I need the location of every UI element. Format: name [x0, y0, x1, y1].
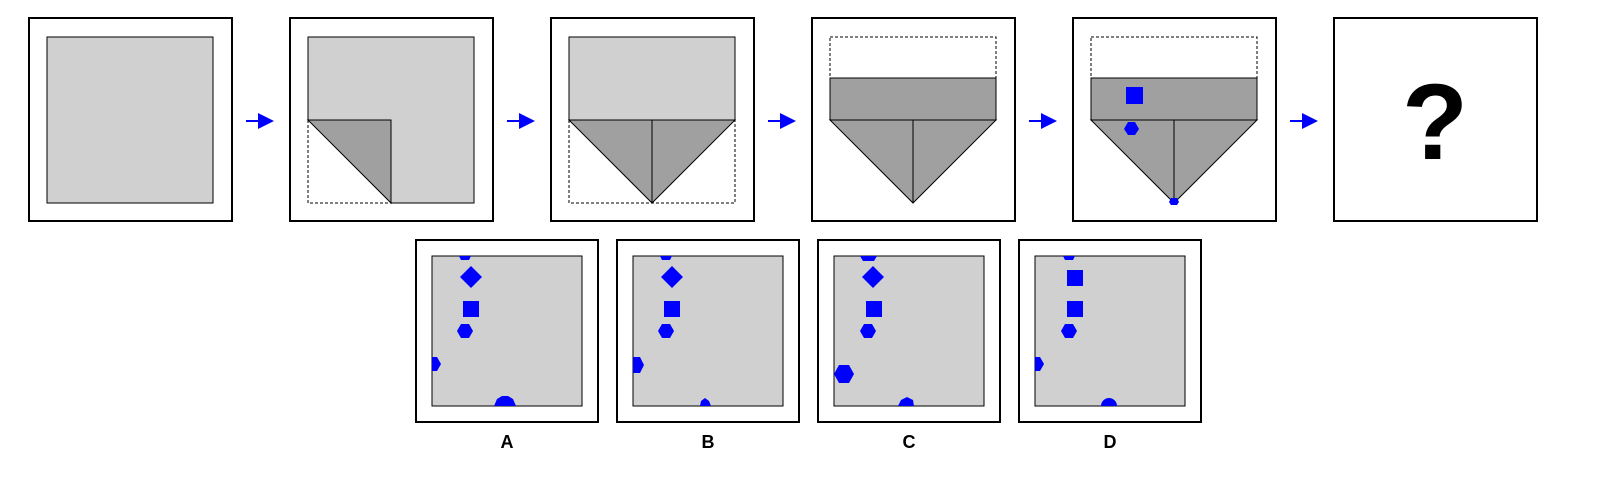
option-label-a: A [501, 432, 514, 452]
option-b[interactable] [616, 239, 800, 423]
option-a[interactable] [415, 239, 599, 423]
step-5-holes-punched [1072, 17, 1277, 222]
step-3-both-corners-folded [550, 17, 755, 222]
small-hexagon-punch-icon [1169, 198, 1179, 205]
step-1-unfolded-square [28, 17, 233, 222]
option-c[interactable] [817, 239, 1001, 423]
square-punch-icon [1126, 87, 1143, 104]
step-2-corner-folded [289, 17, 494, 222]
step-4-top-strip-folded [811, 17, 1016, 222]
question-mark: ? [1402, 61, 1468, 182]
option-label-c: C [903, 432, 916, 452]
option-d[interactable] [1018, 239, 1202, 423]
hexagon-punch-icon [1124, 122, 1139, 135]
option-label-b: B [702, 432, 715, 452]
option-label-d: D [1104, 432, 1117, 452]
step-6-answer-placeholder: ? [1333, 17, 1538, 222]
